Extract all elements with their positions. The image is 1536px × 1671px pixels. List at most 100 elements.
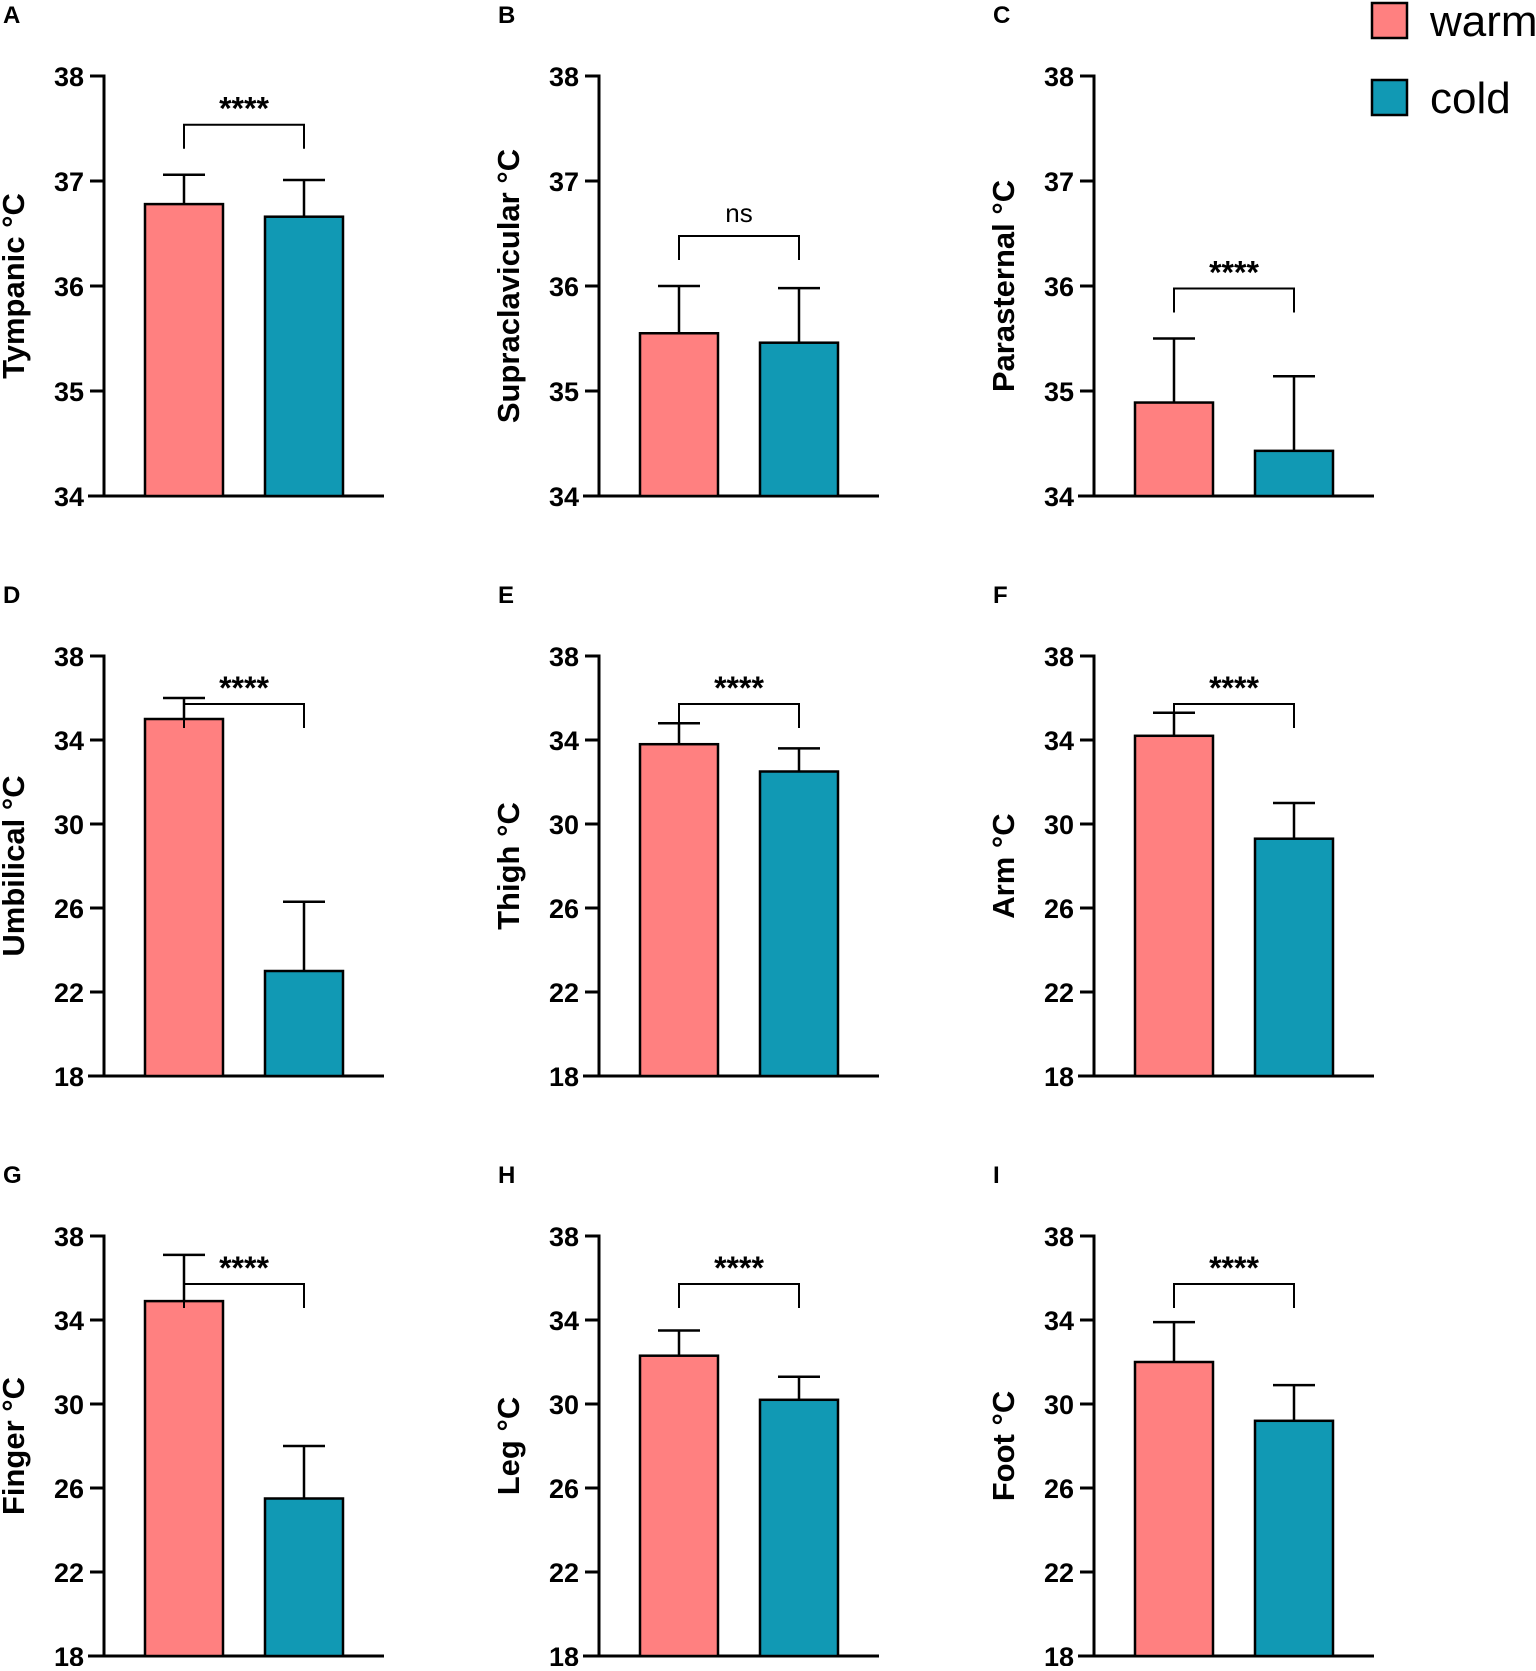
y-tick-label: 37 <box>54 167 84 197</box>
significance-bracket <box>183 123 305 149</box>
significance-bracket <box>183 1283 305 1308</box>
panel-c: C 34 35 36 37 38 Parasternal °C **** <box>986 2 1374 512</box>
y-tick-label: 34 <box>1044 482 1074 512</box>
significance-bracket <box>1173 287 1295 313</box>
significance-bracket <box>678 703 800 728</box>
y-tick-label: 22 <box>1044 978 1074 1008</box>
y-tick-label: 18 <box>549 1062 579 1092</box>
significance-bracket <box>678 235 800 260</box>
bar-warm <box>1133 734 1215 1078</box>
bar-cold <box>1253 449 1335 498</box>
bar-cold <box>263 969 345 1078</box>
y-tick-label: 38 <box>1044 62 1074 92</box>
y-tick-label: 30 <box>549 810 579 840</box>
bar-warm <box>638 332 720 498</box>
y-tick-label: 26 <box>54 1474 84 1504</box>
panel-d: D 18 22 26 30 34 38 Umbilical °C **** <box>0 582 384 1092</box>
y-tick-label: 22 <box>549 978 579 1008</box>
y-tick-label: 18 <box>549 1642 579 1666</box>
panel-letter: I <box>993 1162 1000 1189</box>
y-tick-label: 36 <box>54 272 84 302</box>
y-tick-label: 38 <box>54 642 84 672</box>
y-tick-label: 30 <box>549 1390 579 1420</box>
y-tick-label: 30 <box>1044 810 1074 840</box>
y-axis-label: Parasternal °C <box>986 180 1021 392</box>
significance-label: **** <box>1209 1250 1259 1286</box>
significance-bracket <box>1173 1283 1295 1308</box>
significance-bracket <box>1173 703 1295 728</box>
y-tick-label: 22 <box>54 1558 84 1588</box>
significance-label: **** <box>1209 670 1259 706</box>
y-tick-label: 30 <box>54 1390 84 1420</box>
y-tick-label: 26 <box>549 894 579 924</box>
y-axis-label: Umbilical °C <box>0 775 31 956</box>
panel-letter: H <box>498 1162 515 1189</box>
y-tick-label: 30 <box>1044 1390 1074 1420</box>
panel-a: A 34 35 36 37 38 Tympanic °C **** <box>0 2 384 512</box>
y-axis-label: Arm °C <box>986 813 1021 918</box>
legend-label-cold: cold <box>1430 74 1511 123</box>
significance-label: **** <box>219 670 269 706</box>
y-tick-label: 38 <box>549 642 579 672</box>
y-tick-label: 36 <box>1044 272 1074 302</box>
y-tick-label: 35 <box>54 377 84 407</box>
y-tick-label: 26 <box>1044 1474 1074 1504</box>
panel-letter: E <box>498 582 514 609</box>
y-tick-label: 18 <box>1044 1062 1074 1092</box>
y-axis-label: Leg °C <box>491 1397 526 1496</box>
y-tick-label: 34 <box>54 482 84 512</box>
y-tick-label: 18 <box>54 1642 84 1666</box>
y-tick-label: 38 <box>549 1222 579 1252</box>
y-tick-label: 30 <box>54 810 84 840</box>
legend: warm cold <box>1370 0 1536 123</box>
bar-cold <box>758 341 840 498</box>
bar-warm <box>638 742 720 1078</box>
bar-cold <box>1253 837 1335 1078</box>
legend-label-warm: warm <box>1429 0 1536 46</box>
y-tick-label: 26 <box>549 1474 579 1504</box>
y-tick-label: 34 <box>54 726 84 756</box>
bar-cold <box>263 1497 345 1658</box>
y-axis-label: Tympanic °C <box>0 193 31 379</box>
y-tick-label: 22 <box>54 978 84 1008</box>
bar-cold <box>263 215 345 498</box>
y-tick-label: 38 <box>54 62 84 92</box>
significance-label: **** <box>219 91 269 127</box>
bar-warm <box>638 1354 720 1658</box>
y-tick-label: 36 <box>549 272 579 302</box>
y-tick-label: 37 <box>1044 167 1074 197</box>
y-tick-label: 37 <box>549 167 579 197</box>
y-tick-label: 34 <box>54 1306 84 1336</box>
legend-swatch-cold <box>1370 78 1409 117</box>
y-axis-label: Thigh °C <box>491 802 526 930</box>
y-tick-label: 34 <box>1044 726 1074 756</box>
bar-warm <box>1133 1360 1215 1658</box>
bar-cold <box>1253 1419 1335 1658</box>
y-tick-label: 38 <box>549 62 579 92</box>
y-axis-label: Supraclavicular °C <box>491 149 526 423</box>
panel-letter: G <box>3 1162 22 1189</box>
bar-warm <box>143 202 225 498</box>
panel-letter: F <box>993 582 1008 609</box>
y-tick-label: 26 <box>54 894 84 924</box>
panel-e: E 18 22 26 30 34 38 Thigh °C **** <box>491 582 879 1092</box>
significance-label: **** <box>714 670 764 706</box>
y-tick-label: 38 <box>54 1222 84 1252</box>
y-tick-label: 35 <box>549 377 579 407</box>
significance-label: **** <box>714 1250 764 1286</box>
y-axis-label: Foot °C <box>986 1391 1021 1502</box>
panel-h: H 18 22 26 30 34 38 Leg °C **** <box>491 1162 879 1671</box>
y-tick-label: 34 <box>549 1306 579 1336</box>
y-tick-label: 22 <box>1044 1558 1074 1588</box>
y-tick-label: 34 <box>1044 1306 1074 1336</box>
y-tick-label: 34 <box>549 482 579 512</box>
panel-b: B 34 35 36 37 38 Supraclavicular °C ns <box>491 2 879 512</box>
y-tick-label: 22 <box>549 1558 579 1588</box>
significance-label: **** <box>219 1250 269 1286</box>
panel-g: G 18 22 26 30 34 38 Finger °C **** <box>0 1162 384 1671</box>
panel-letter: C <box>993 2 1010 29</box>
panel-letter: B <box>498 2 515 29</box>
bar-warm <box>143 717 225 1078</box>
y-tick-label: 38 <box>1044 642 1074 672</box>
